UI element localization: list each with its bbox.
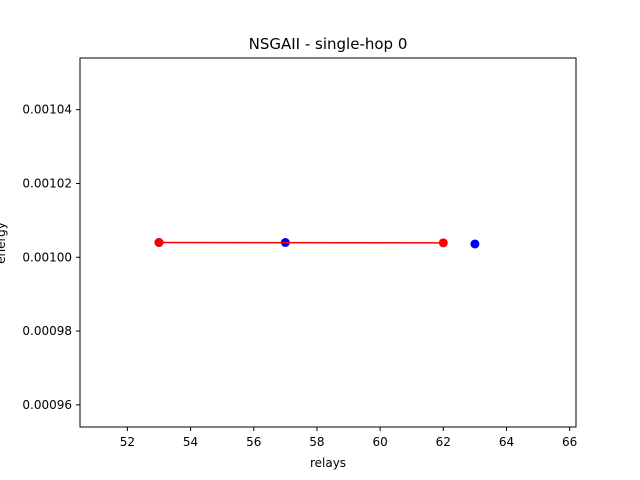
x-axis-ticks: 52 54 56 58 60 62 64 66 xyxy=(120,427,577,449)
x-tick-label: 52 xyxy=(120,435,135,449)
y-axis-ticks: 0.00096 0.00098 0.00100 0.00102 0.00104 xyxy=(22,103,80,412)
data-point xyxy=(470,239,480,249)
x-axis-label: relays xyxy=(310,456,346,470)
x-tick-label: 66 xyxy=(562,435,577,449)
data-point xyxy=(154,238,164,247)
chart-title: NSGAII - single-hop 0 xyxy=(249,35,408,53)
y-tick-label: 0.00096 xyxy=(22,398,72,412)
data-point xyxy=(438,238,448,248)
x-tick-label: 62 xyxy=(436,435,451,449)
y-tick-label: 0.00104 xyxy=(22,103,72,117)
x-tick-label: 56 xyxy=(246,435,261,449)
y-tick-label: 0.00102 xyxy=(22,176,72,190)
x-tick-label: 60 xyxy=(372,435,387,449)
x-tick-label: 58 xyxy=(309,435,324,449)
y-tick-label: 0.00098 xyxy=(22,324,72,338)
y-tick-label: 0.00100 xyxy=(22,250,72,264)
series-layer xyxy=(154,238,480,249)
x-tick-label: 64 xyxy=(499,435,514,449)
x-tick-label: 54 xyxy=(183,435,198,449)
y-axis-label: energy xyxy=(0,222,8,264)
